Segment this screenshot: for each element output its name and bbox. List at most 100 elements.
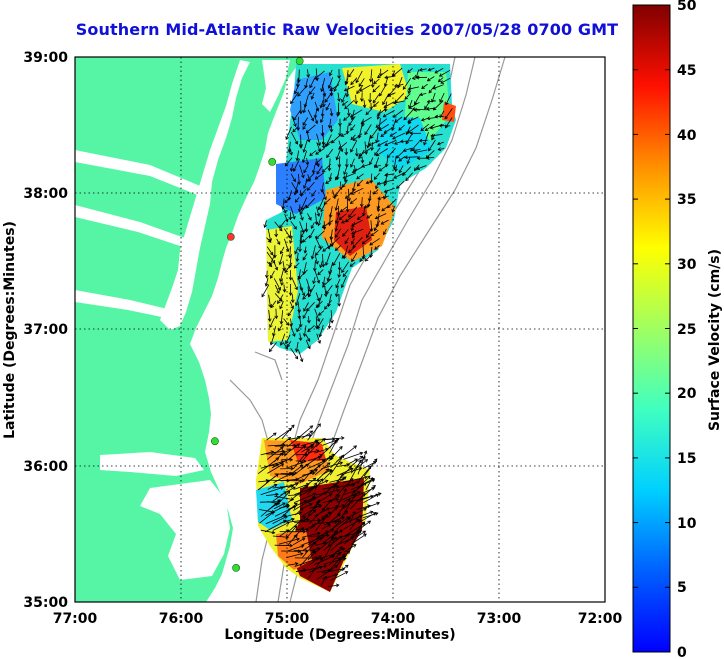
velocity-vector bbox=[269, 254, 276, 266]
velocity-vector-head bbox=[315, 304, 320, 308]
velocity-vector-head bbox=[358, 155, 362, 160]
velocity-vector-head bbox=[303, 250, 308, 254]
velocity-vector bbox=[400, 140, 413, 142]
velocity-vector bbox=[307, 325, 315, 332]
velocity-vector-head bbox=[340, 133, 345, 137]
colorbar-tick-label: 5 bbox=[677, 580, 687, 596]
velocity-vector bbox=[402, 166, 412, 176]
velocity-vector bbox=[340, 206, 348, 213]
velocity-vector bbox=[329, 212, 331, 226]
velocity-vector bbox=[315, 316, 318, 329]
velocity-vector bbox=[307, 132, 310, 142]
velocity-vector-head bbox=[334, 193, 338, 198]
velocity-vector bbox=[377, 198, 380, 210]
velocity-vector bbox=[307, 174, 311, 182]
velocity-vector-head bbox=[299, 464, 304, 469]
velocity-vector-head bbox=[307, 138, 311, 143]
velocity-vector bbox=[439, 69, 451, 77]
velocity-vector-head bbox=[318, 537, 323, 541]
velocity-vector bbox=[290, 132, 298, 145]
velocity-vector bbox=[322, 220, 334, 228]
velocity-vector-head bbox=[302, 315, 306, 319]
velocity-vector bbox=[291, 182, 299, 193]
velocity-vector bbox=[276, 238, 281, 245]
velocity-vector-head bbox=[356, 90, 360, 95]
velocity-vector bbox=[332, 253, 341, 266]
velocity-vector-head bbox=[306, 187, 311, 191]
velocity-vector-head bbox=[392, 166, 397, 170]
velocity-vector-head bbox=[280, 282, 284, 286]
velocity-vector-head bbox=[364, 257, 369, 262]
velocity-vector-head bbox=[374, 164, 378, 168]
velocity-vector bbox=[267, 463, 284, 474]
velocity-vector bbox=[349, 262, 356, 267]
velocity-vector-head bbox=[359, 455, 364, 460]
velocity-vector-head bbox=[283, 209, 287, 214]
velocity-vector-head bbox=[350, 116, 355, 121]
velocity-vector-head bbox=[430, 133, 434, 138]
velocity-vector-head bbox=[346, 463, 350, 467]
velocity-vector-head bbox=[288, 264, 292, 269]
station-marker bbox=[268, 157, 277, 166]
velocity-vector bbox=[336, 150, 341, 160]
velocity-vector-head bbox=[362, 530, 367, 535]
velocity-vector-head bbox=[281, 206, 286, 210]
velocity-vector bbox=[299, 164, 304, 178]
velocity-vector bbox=[319, 324, 324, 337]
velocity-vector bbox=[341, 515, 363, 526]
velocity-vector bbox=[297, 85, 308, 97]
velocity-vector bbox=[317, 318, 324, 329]
velocity-vector-head bbox=[349, 200, 354, 204]
colorbar-tick-label: 15 bbox=[677, 451, 696, 467]
velocity-vector bbox=[322, 132, 325, 145]
velocity-vector bbox=[326, 140, 333, 146]
velocity-vector-head bbox=[321, 168, 326, 173]
velocity-vector bbox=[279, 268, 285, 282]
velocity-vector bbox=[415, 69, 420, 79]
velocity-vector bbox=[342, 100, 349, 106]
velocity-vector-head bbox=[373, 176, 378, 180]
velocity-vector-head bbox=[297, 93, 301, 97]
velocity-vector-head bbox=[343, 488, 347, 492]
velocity-vector-head bbox=[315, 441, 320, 446]
velocity-vector bbox=[278, 538, 300, 545]
velocity-vector bbox=[351, 533, 367, 545]
velocity-vector-head bbox=[369, 254, 373, 259]
velocity-vector-head bbox=[292, 486, 296, 490]
velocity-vector bbox=[345, 188, 356, 199]
velocity-vector-head bbox=[323, 491, 328, 495]
velocity-vector-head bbox=[341, 255, 346, 259]
velocity-vector-head bbox=[323, 201, 328, 205]
y-axis-label: Latitude (Degrees:Minutes) bbox=[2, 221, 18, 439]
velocity-vector bbox=[287, 494, 302, 496]
velocity-vector-head bbox=[307, 345, 311, 350]
velocity-vector-head bbox=[321, 103, 326, 108]
velocity-vector bbox=[295, 460, 306, 462]
velocity-vector bbox=[302, 509, 316, 523]
colorbar-tick-label: 30 bbox=[677, 257, 697, 273]
velocity-vector bbox=[383, 101, 395, 108]
velocity-vector-head bbox=[261, 293, 265, 298]
velocity-vector bbox=[343, 115, 350, 121]
velocity-vector-head bbox=[279, 224, 283, 229]
velocity-vector-head bbox=[329, 87, 333, 92]
velocity-vector-head bbox=[305, 463, 310, 468]
velocity-vector-head bbox=[380, 221, 385, 225]
velocity-vector-head bbox=[334, 438, 338, 443]
velocity-vector bbox=[364, 204, 371, 209]
velocity-vector bbox=[327, 505, 339, 518]
velocity-vector bbox=[384, 179, 395, 183]
velocity-vector bbox=[313, 276, 316, 284]
velocity-vector-head bbox=[340, 472, 344, 477]
velocity-vector bbox=[352, 166, 364, 173]
velocity-vector-head bbox=[338, 216, 343, 221]
velocity-vector bbox=[351, 228, 364, 235]
velocity-vector bbox=[374, 147, 381, 156]
velocity-vector-head bbox=[313, 485, 318, 490]
velocity-vector bbox=[284, 238, 289, 252]
velocity-vector bbox=[348, 246, 356, 253]
map-title: Southern Mid-Atlantic Raw Velocities 200… bbox=[75, 20, 619, 39]
velocity-vector-head bbox=[354, 458, 358, 462]
velocity-vector bbox=[274, 428, 292, 441]
velocity-vector bbox=[335, 228, 342, 238]
